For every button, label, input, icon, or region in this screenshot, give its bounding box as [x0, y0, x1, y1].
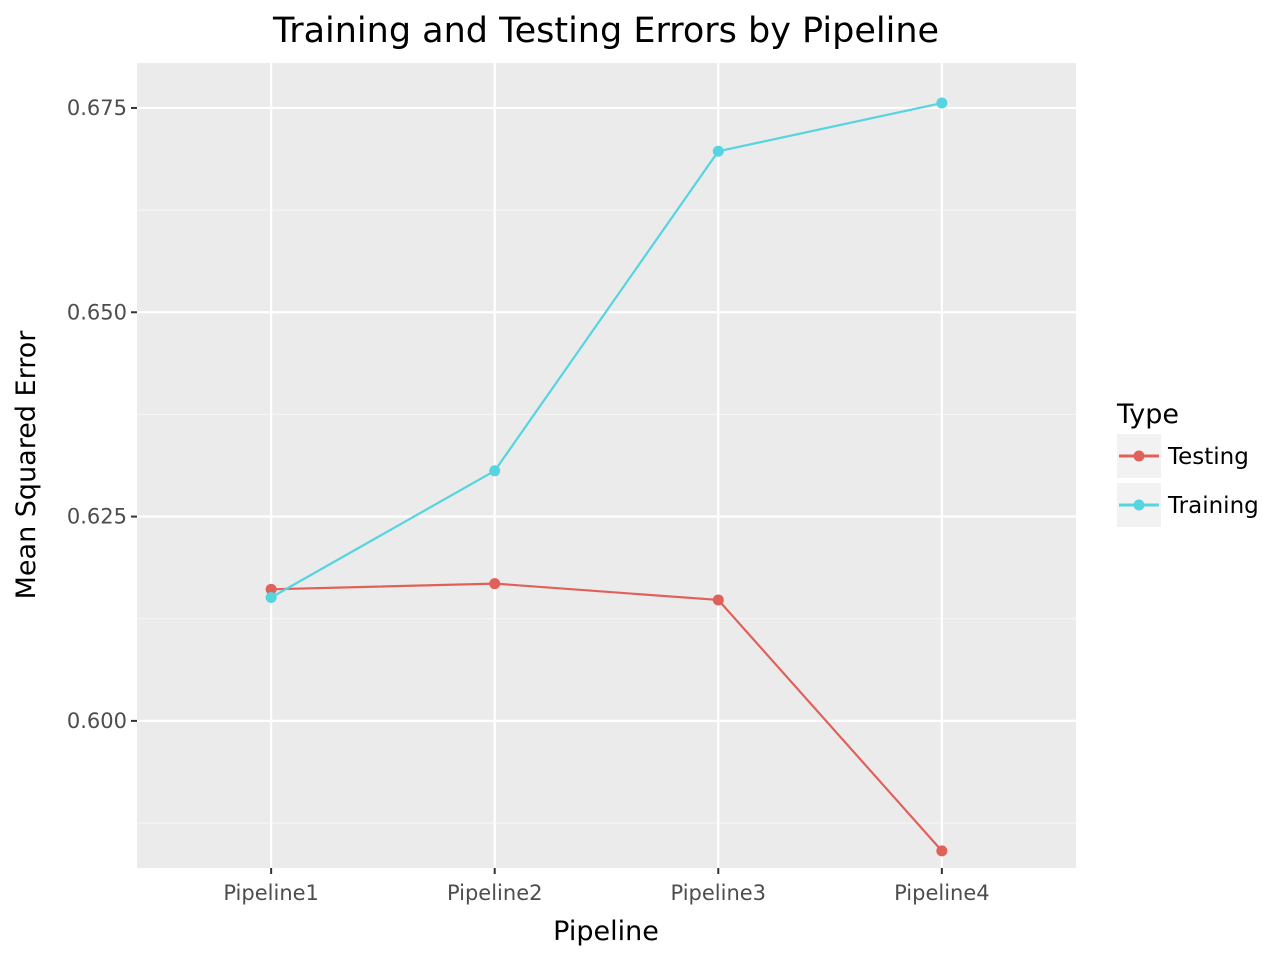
x-tick-label: Pipeline1 — [223, 881, 319, 905]
y-axis-label: Mean Squared Error — [11, 330, 42, 600]
axes: 0.600 0.625 0.650 0.675 Pipeline1 Pipeline2 Pi… — [67, 96, 990, 905]
data-point-training — [489, 465, 501, 477]
legend-items: Testing Training — [1117, 434, 1259, 527]
legend-title: Type — [1116, 399, 1179, 430]
x-tick-label: Pipeline2 — [447, 881, 543, 905]
data-point-training — [712, 145, 724, 157]
x-tick-label: Pipeline4 — [894, 881, 990, 905]
legend-key-point — [1133, 450, 1145, 462]
legend-label-training: Training — [1167, 493, 1259, 519]
legend-key-point — [1133, 499, 1145, 511]
x-tick-label: Pipeline3 — [671, 881, 767, 905]
legend-label-testing: Testing — [1167, 444, 1249, 470]
series — [265, 97, 948, 857]
legend: Type Testing Training — [1116, 399, 1259, 527]
x-axis-label: Pipeline — [553, 916, 659, 947]
series-line-training — [270, 101, 943, 599]
data-point-testing — [936, 845, 948, 857]
data-point-training — [936, 97, 948, 109]
y-tick-label: 0.650 — [67, 300, 127, 324]
plot-panel — [137, 63, 1076, 868]
data-point-testing — [265, 583, 277, 595]
legend-item-training: Training — [1117, 483, 1259, 527]
series-line-testing — [271, 582, 943, 852]
chart-title: Training and Testing Errors by Pipeline — [272, 11, 939, 51]
grid-lines — [137, 63, 1076, 868]
legend-item-testing: Testing — [1117, 434, 1249, 478]
data-point-testing — [712, 594, 724, 606]
data-point-training — [265, 591, 277, 603]
y-tick-label: 0.625 — [67, 505, 127, 529]
y-tick-label: 0.600 — [67, 709, 127, 733]
data-point-testing — [489, 578, 501, 590]
y-tick-label: 0.675 — [67, 96, 127, 120]
